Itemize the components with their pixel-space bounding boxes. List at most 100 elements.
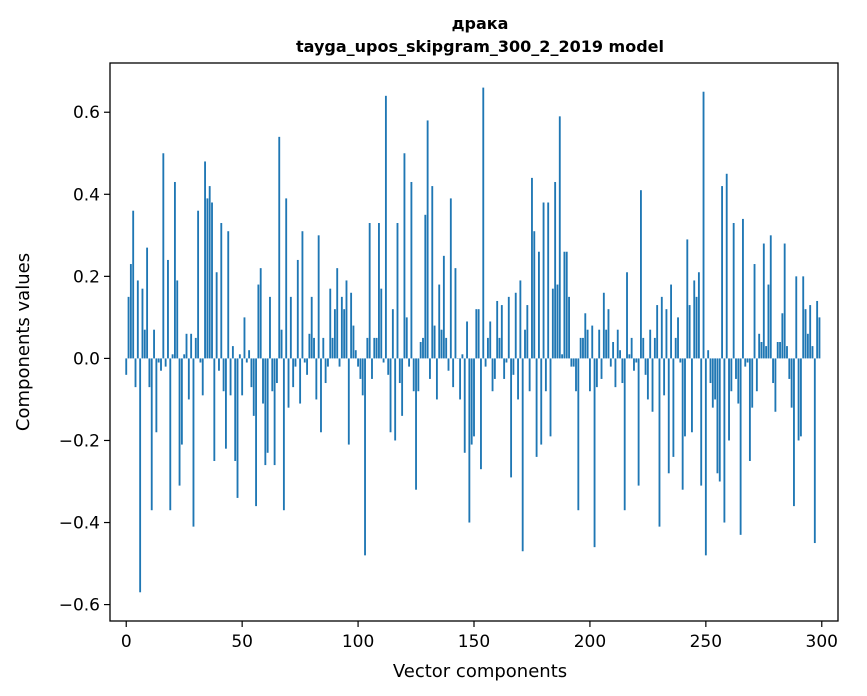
bar-63	[271, 358, 274, 392]
bar-218	[630, 337, 633, 359]
bar-221	[637, 358, 640, 486]
bar-171	[521, 358, 524, 552]
bar-145	[461, 354, 464, 359]
bar-242	[686, 239, 689, 359]
bar-97	[350, 292, 353, 359]
bar-110	[380, 288, 383, 359]
bar-252	[709, 358, 712, 384]
bar-19	[169, 358, 172, 511]
bar-176	[533, 231, 536, 359]
bar-16	[162, 153, 165, 359]
bar-92	[338, 358, 341, 367]
bar-265	[739, 358, 742, 535]
bar-261	[730, 358, 733, 392]
bar-241	[684, 358, 686, 437]
bar-148	[468, 358, 471, 523]
bar-167	[512, 358, 515, 375]
bar-98	[352, 325, 355, 359]
bar-235	[670, 284, 672, 359]
bar-238	[677, 317, 679, 359]
bar-168	[514, 292, 517, 359]
bar-94	[343, 309, 346, 359]
bar-174	[528, 358, 531, 392]
bar-201	[591, 325, 594, 359]
bar-54	[250, 358, 253, 388]
bar-126	[417, 358, 420, 392]
bar-68	[282, 358, 285, 511]
bar-71	[289, 296, 292, 359]
bar-150	[473, 358, 475, 437]
chart-subtitle: tayga_upos_skipgram_300_2_2019 model	[296, 37, 664, 56]
bar-173	[526, 305, 529, 359]
bar-275	[762, 243, 765, 359]
bar-227	[651, 358, 654, 412]
bar-77	[303, 358, 306, 363]
bar-162	[500, 305, 503, 359]
bar-85	[322, 337, 325, 359]
bar-217	[628, 354, 631, 359]
x-tick-label: 50	[231, 632, 253, 652]
bar-147	[466, 321, 468, 359]
bar-112	[384, 95, 387, 359]
bar-259	[725, 173, 728, 359]
bar-237	[674, 337, 677, 359]
bar-55	[252, 358, 255, 416]
bar-223	[642, 337, 645, 359]
bar-9	[146, 247, 149, 359]
bar-284	[783, 243, 786, 359]
bar-187	[558, 116, 561, 359]
bar-270	[751, 358, 754, 408]
bar-115	[391, 309, 394, 359]
bar-226	[649, 329, 652, 359]
bar-267	[744, 358, 747, 367]
bar-41	[220, 223, 223, 359]
bar-293	[804, 309, 807, 359]
bar-172	[524, 329, 526, 359]
bar-50	[241, 358, 244, 396]
bar-59	[262, 358, 264, 404]
bar-88	[329, 288, 332, 359]
bar-56	[255, 358, 257, 507]
bar-236	[672, 358, 675, 457]
bar-70	[287, 358, 290, 408]
x-axis: 0 50 100 150 200 250 300	[121, 621, 838, 652]
bar-255	[716, 358, 719, 474]
bar-31	[197, 210, 200, 359]
bar-21	[173, 181, 176, 359]
bar-232	[663, 358, 666, 396]
bar-161	[498, 337, 501, 359]
bar-18	[167, 259, 169, 359]
bar-286	[788, 358, 791, 379]
bar-160	[496, 300, 499, 359]
bar-34	[204, 161, 206, 359]
bar-274	[760, 342, 763, 359]
bar-90	[333, 309, 336, 359]
bar-84	[320, 358, 322, 433]
bar-86	[324, 358, 327, 384]
bar-181	[544, 358, 547, 392]
bar-7	[141, 288, 144, 359]
bar-49	[238, 354, 241, 359]
bar-202	[593, 358, 596, 548]
bar-4	[134, 358, 137, 388]
bar-165	[507, 296, 510, 359]
bar-243	[688, 305, 691, 359]
bar-224	[644, 358, 647, 375]
bar-277	[767, 284, 770, 359]
bar-285	[786, 346, 788, 359]
bar-40	[218, 358, 220, 371]
bar-75	[299, 358, 302, 404]
bar-291	[799, 358, 802, 437]
bar-184	[551, 288, 554, 359]
bar-204	[598, 329, 601, 359]
bar-6	[139, 358, 142, 593]
y-axis: −0.6 −0.4 −0.2 0.0 0.2 0.4 0.6	[59, 103, 110, 616]
bar-67	[280, 329, 283, 359]
bar-108	[375, 337, 378, 359]
bar-231	[660, 296, 663, 359]
y-tick-label: 0.0	[73, 349, 100, 369]
bar-205	[600, 358, 603, 379]
x-tick-label: 200	[574, 632, 606, 652]
bar-149	[470, 358, 473, 445]
bar-189	[563, 251, 566, 359]
